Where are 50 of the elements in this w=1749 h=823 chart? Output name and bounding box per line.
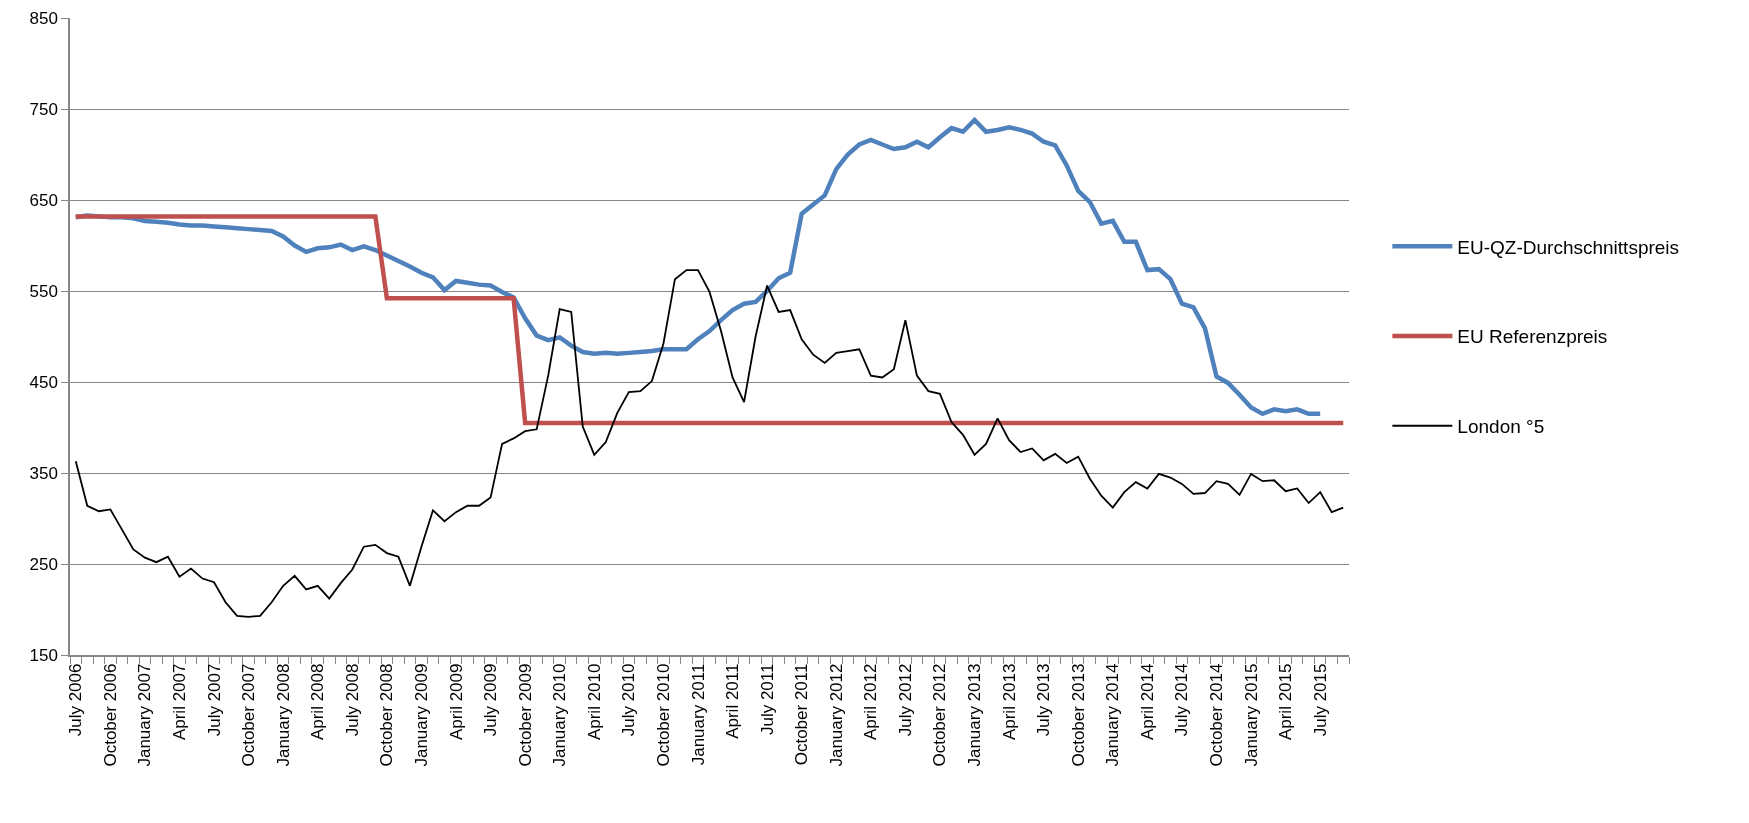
y-tick-label: 750	[29, 99, 58, 119]
y-tick-label: 450	[29, 372, 58, 392]
x-tick-label: July 2009	[481, 663, 501, 737]
y-tick-label: 250	[29, 554, 58, 574]
x-tick-label: April 2015	[1276, 663, 1296, 741]
y-tick-label: 850	[29, 8, 58, 28]
x-tick-label: April 2011	[723, 663, 743, 739]
x-tick-label: July 2010	[619, 663, 639, 737]
x-tick-label: January 2010	[550, 663, 570, 767]
line-series	[74, 269, 1345, 618]
x-tick-label: October 2008	[377, 663, 397, 767]
legend-label: London °5	[1457, 416, 1545, 438]
x-tick-label: July 2015	[1310, 663, 1330, 737]
x-tick-label: July 2012	[895, 663, 915, 737]
x-tick-label: April 2008	[308, 663, 328, 741]
y-tick-label: 550	[29, 281, 58, 301]
legend-label: EU Referenzpreis	[1457, 326, 1608, 348]
y-tick-label: 650	[29, 190, 58, 210]
legend-label: EU-QZ-Durchschnittspreis	[1457, 236, 1680, 258]
x-tick-label: October 2013	[1068, 663, 1088, 767]
x-tick-label: January 2008	[273, 663, 293, 767]
x-tick-label: January 2014	[1103, 663, 1123, 767]
x-tick-label: January 2015	[1241, 663, 1261, 767]
x-tick-label: July 2007	[204, 663, 224, 737]
y-tick-label: 350	[29, 463, 58, 483]
x-tick-label: April 2013	[999, 663, 1019, 741]
x-tick-label: April 2009	[446, 663, 466, 741]
x-tick-label: April 2012	[861, 663, 881, 741]
x-tick-label: January 2013	[965, 663, 985, 767]
x-tick-label: July 2013	[1034, 663, 1054, 737]
x-tick-label: July 2006	[66, 663, 86, 737]
x-tick-label: October 2010	[653, 663, 673, 767]
x-tick-label: April 2007	[169, 663, 189, 741]
x-tick-label: January 2012	[826, 663, 846, 767]
x-tick-label: January 2009	[411, 663, 431, 767]
x-tick-label: April 2014	[1137, 663, 1157, 741]
x-tick-label: July 2008	[342, 663, 362, 737]
y-tick-label: 150	[29, 645, 58, 665]
x-tick-label: April 2010	[584, 663, 604, 741]
x-tick-label: July 2011	[757, 663, 777, 736]
x-tick-label: October 2011	[792, 663, 812, 766]
x-tick-label: October 2012	[930, 663, 950, 767]
x-tick-label: October 2006	[100, 663, 120, 767]
x-tick-label: January 2011	[688, 663, 708, 766]
line-series	[73, 117, 1323, 417]
x-tick-label: October 2009	[515, 663, 535, 767]
x-tick-label: October 2014	[1207, 663, 1227, 767]
x-tick-label: January 2007	[135, 663, 155, 767]
x-tick-label: October 2007	[239, 663, 259, 767]
x-tick-label: July 2014	[1172, 663, 1192, 737]
